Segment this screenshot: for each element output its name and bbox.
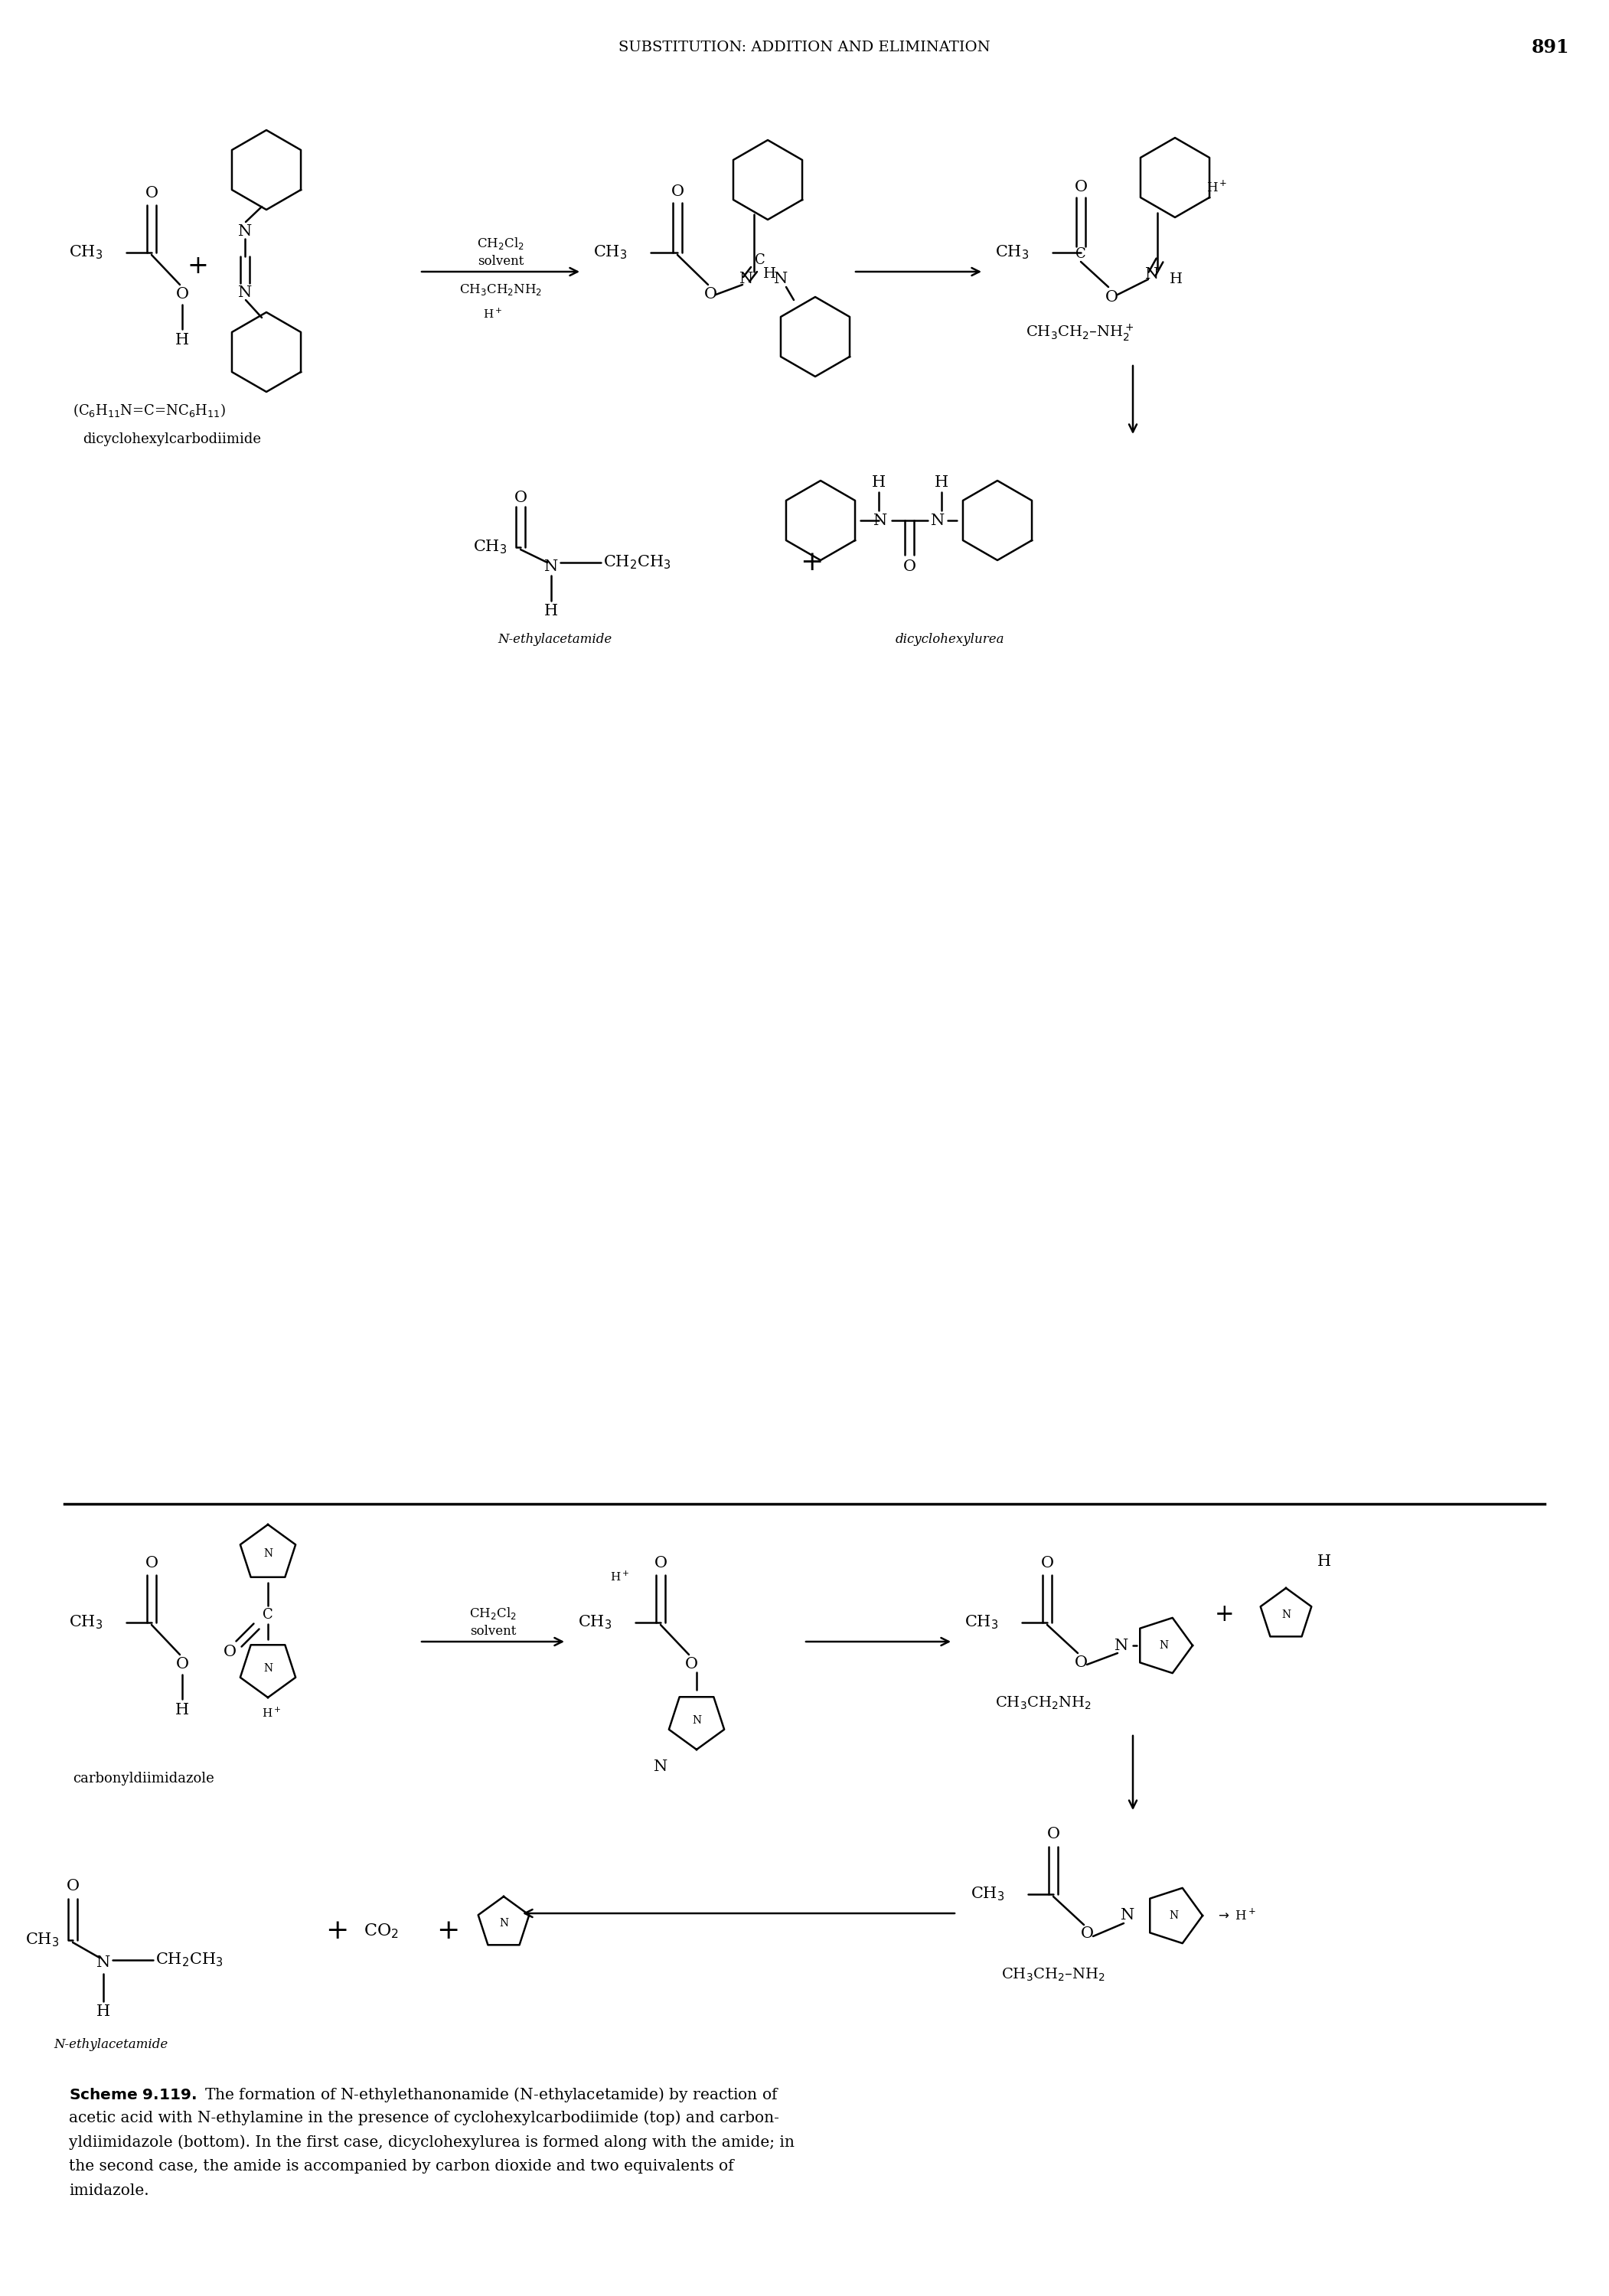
Text: H: H [1170, 273, 1183, 287]
Text: dicyclohexylcarbodiimide: dicyclohexylcarbodiimide [82, 432, 261, 445]
Text: SUBSTITUTION: ADDITION AND ELIMINATION: SUBSTITUTION: ADDITION AND ELIMINATION [618, 41, 991, 55]
Text: CH$_3$CH$_2$NH$_2$: CH$_3$CH$_2$NH$_2$ [459, 282, 542, 296]
Text: N: N [1281, 1609, 1290, 1621]
Text: O: O [655, 1557, 668, 1570]
Text: N: N [1158, 1639, 1168, 1651]
Text: the second case, the amide is accompanied by carbon dioxide and two equivalents : the second case, the amide is accompanie… [69, 2158, 734, 2174]
Text: CH$_2$Cl$_2$: CH$_2$Cl$_2$ [470, 1605, 516, 1621]
Text: O: O [903, 560, 916, 574]
Text: H: H [935, 475, 948, 489]
Text: (C$_6$H$_{11}$N=C=NC$_6$H$_{11}$): (C$_6$H$_{11}$N=C=NC$_6$H$_{11}$) [72, 402, 225, 418]
Text: imidazole.: imidazole. [69, 2183, 150, 2197]
Text: +: + [436, 1917, 460, 1945]
Text: N: N [1115, 1639, 1128, 1653]
Text: +: + [325, 1917, 349, 1945]
Text: N-ethylacetamide: N-ethylacetamide [497, 634, 611, 645]
Text: H$^+$: H$^+$ [483, 308, 502, 321]
Text: $\rightarrow$ H$^+$: $\rightarrow$ H$^+$ [1215, 1908, 1257, 1924]
Text: H$^+$: H$^+$ [610, 1570, 629, 1584]
Text: H: H [763, 266, 776, 280]
Text: $\mathbf{Scheme\ 9.119.}$ The formation of N-ethylethanonamide (N-ethylacetamide: $\mathbf{Scheme\ 9.119.}$ The formation … [69, 2085, 779, 2103]
Text: O: O [1047, 1828, 1060, 1841]
Text: acetic acid with N-ethylamine in the presence of cyclohexylcarbodiimide (top) an: acetic acid with N-ethylamine in the pre… [69, 2110, 779, 2126]
Text: O: O [1075, 1655, 1088, 1669]
Text: CH$_3$: CH$_3$ [970, 1885, 1004, 1903]
Text: yldiimidazole (bottom). In the first case, dicyclohexylurea is formed along with: yldiimidazole (bottom). In the first cas… [69, 2135, 795, 2149]
Text: C: C [1075, 248, 1086, 262]
Text: N: N [97, 1956, 111, 1970]
Text: H$^+$: H$^+$ [1207, 179, 1228, 195]
Text: H: H [872, 475, 885, 489]
Text: CH$_3$CH$_2$–NH$_2^+$: CH$_3$CH$_2$–NH$_2^+$ [1025, 324, 1134, 342]
Text: N: N [238, 225, 253, 239]
Text: +: + [800, 549, 824, 576]
Text: C: C [262, 1607, 274, 1621]
Text: O: O [1081, 1926, 1094, 1942]
Text: N: N [264, 1548, 272, 1559]
Text: CO$_2$: CO$_2$ [364, 1922, 399, 1940]
Text: N: N [1168, 1910, 1178, 1922]
Text: H: H [544, 604, 558, 618]
Text: O: O [513, 491, 528, 505]
Text: O: O [66, 1878, 79, 1894]
Text: solvent: solvent [470, 1626, 516, 1639]
Text: 891: 891 [1532, 39, 1569, 57]
Text: dicyclohexylurea: dicyclohexylurea [896, 634, 1004, 645]
Text: carbonyldiimidazole: carbonyldiimidazole [72, 1773, 214, 1786]
Text: +: + [187, 255, 208, 278]
Text: N: N [544, 560, 558, 574]
Text: N: N [264, 1662, 272, 1674]
Text: CH$_3$CH$_2$NH$_2$: CH$_3$CH$_2$NH$_2$ [994, 1694, 1093, 1711]
Text: O: O [175, 287, 188, 303]
Text: CH$_3$: CH$_3$ [26, 1931, 60, 1949]
Text: H$^+$: H$^+$ [262, 1706, 282, 1720]
Text: N: N [1146, 266, 1158, 282]
Text: H: H [175, 1704, 190, 1717]
Text: CH$_2$Cl$_2$: CH$_2$Cl$_2$ [476, 236, 525, 250]
Text: CH$_3$: CH$_3$ [594, 243, 628, 262]
Text: H: H [175, 333, 190, 347]
Text: CH$_2$CH$_3$: CH$_2$CH$_3$ [156, 1952, 224, 1968]
Text: O: O [1075, 181, 1088, 195]
Text: CH$_3$: CH$_3$ [69, 1614, 103, 1630]
Text: CH$_3$: CH$_3$ [964, 1614, 999, 1630]
Text: O: O [703, 287, 718, 303]
Text: +: + [1215, 1603, 1234, 1626]
Text: O: O [145, 186, 158, 200]
Text: N: N [238, 285, 253, 301]
Text: N-ethylacetamide: N-ethylacetamide [53, 2039, 167, 2050]
Text: N: N [1120, 1908, 1134, 1924]
Text: C: C [755, 253, 766, 266]
Text: N: N [774, 273, 788, 287]
Text: O: O [175, 1658, 188, 1671]
Text: N: N [874, 514, 887, 528]
Text: O: O [1105, 289, 1118, 305]
Text: N: N [499, 1917, 508, 1929]
Text: O: O [145, 1557, 158, 1570]
Text: CH$_3$: CH$_3$ [69, 243, 103, 262]
Text: CH$_2$CH$_3$: CH$_2$CH$_3$ [603, 553, 671, 572]
Text: CH$_3$CH$_2$–NH$_2$: CH$_3$CH$_2$–NH$_2$ [1001, 1965, 1105, 1984]
Text: O: O [224, 1644, 237, 1658]
Text: solvent: solvent [478, 255, 523, 269]
Text: H: H [97, 2004, 111, 2018]
Text: O: O [671, 184, 684, 200]
Text: CH$_3$: CH$_3$ [994, 243, 1030, 262]
Text: O: O [1041, 1557, 1054, 1570]
Text: N: N [740, 273, 753, 287]
Text: CH$_3$: CH$_3$ [473, 540, 507, 556]
Text: N: N [930, 514, 944, 528]
Text: N: N [653, 1759, 668, 1773]
Text: H: H [1318, 1554, 1331, 1568]
Text: CH$_3$: CH$_3$ [578, 1614, 611, 1630]
Text: N: N [692, 1715, 702, 1727]
Text: O: O [685, 1658, 698, 1671]
